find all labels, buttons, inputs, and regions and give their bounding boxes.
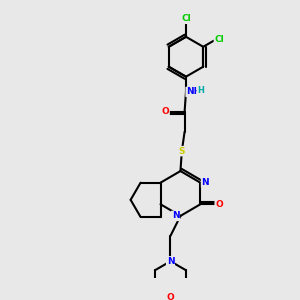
- Text: N: N: [202, 178, 209, 187]
- Text: O: O: [161, 107, 169, 116]
- Text: O: O: [167, 293, 174, 300]
- Text: S: S: [178, 147, 185, 156]
- Text: N: N: [172, 212, 179, 220]
- Text: O: O: [215, 200, 223, 209]
- Text: H: H: [197, 86, 204, 95]
- Text: NH: NH: [186, 87, 201, 96]
- Text: Cl: Cl: [214, 35, 224, 44]
- Text: N: N: [167, 257, 174, 266]
- Text: Cl: Cl: [181, 14, 191, 23]
